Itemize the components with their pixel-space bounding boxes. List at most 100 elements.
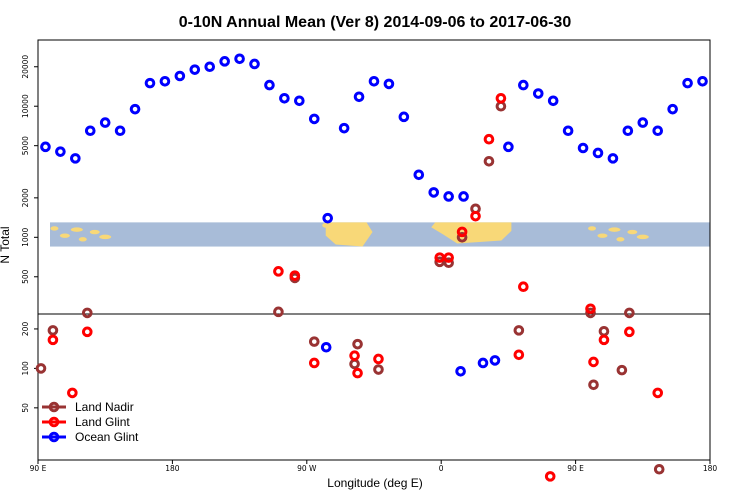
island-land <box>59 233 70 238</box>
x-tick-label: 90 E <box>30 464 47 473</box>
data-point <box>532 88 544 99</box>
africa-land <box>431 222 512 244</box>
data-point <box>653 463 665 475</box>
data-point <box>174 70 186 82</box>
plot-frame <box>37 39 711 461</box>
data-point <box>273 266 284 277</box>
island-land <box>627 229 638 235</box>
legend-label: Ocean Glint <box>75 430 139 444</box>
data-point <box>588 379 599 391</box>
data-point <box>373 353 384 365</box>
data-point <box>40 141 51 153</box>
data-point <box>585 303 596 315</box>
data-point <box>352 338 363 350</box>
island-land <box>70 227 83 232</box>
data-point <box>577 142 589 154</box>
ocean-band <box>50 222 710 247</box>
data-point <box>456 232 468 243</box>
island-land <box>99 234 112 240</box>
data-point <box>352 367 363 379</box>
island-land <box>78 237 87 242</box>
data-point <box>129 103 141 115</box>
y-tick-label: 20000 <box>21 55 30 79</box>
island-land <box>89 229 100 235</box>
data-point <box>67 387 78 399</box>
data-point <box>598 325 610 337</box>
data-point <box>322 212 334 224</box>
data-point <box>398 111 410 123</box>
data-point <box>47 325 59 336</box>
data-point <box>320 341 332 353</box>
data-point <box>368 75 380 87</box>
data-point <box>697 75 708 87</box>
data-point <box>513 325 525 336</box>
data-point <box>518 281 529 292</box>
data-point <box>547 95 559 107</box>
data-point <box>308 113 320 125</box>
data-point <box>114 125 126 137</box>
x-axis-label: Longitude (deg E) <box>327 476 422 490</box>
data-point <box>428 187 440 198</box>
data-point <box>624 307 635 319</box>
data-point <box>55 146 66 157</box>
y-tick-label: 50 <box>21 403 30 413</box>
y-tick-label: 500 <box>21 269 30 284</box>
data-point <box>458 191 469 202</box>
x-tick-label: 180 <box>165 464 180 473</box>
data-point <box>349 350 360 361</box>
data-point <box>47 334 59 346</box>
data-point <box>637 117 649 128</box>
data-point <box>518 79 529 91</box>
x-tick-label: 180 <box>703 464 718 473</box>
data-point <box>443 191 454 202</box>
data-point <box>483 156 495 167</box>
data-point <box>443 257 454 269</box>
data-point <box>513 349 525 361</box>
data-point <box>383 78 395 90</box>
island-land <box>597 233 608 238</box>
data-point <box>622 125 634 137</box>
data-point <box>349 358 360 370</box>
axes: 90 E 180 90 W 0 90 E 180 500 1000 2000 5000 10000 2… <box>21 39 718 473</box>
data-point <box>456 226 468 238</box>
legend-marker <box>48 401 60 413</box>
data-point <box>592 147 604 159</box>
data-point <box>483 133 495 145</box>
equatorial-map-band <box>50 222 710 247</box>
data-point <box>294 95 305 107</box>
data-point <box>273 306 284 318</box>
island-land <box>608 227 621 232</box>
data-point <box>373 364 384 375</box>
series-ocean-glint <box>40 53 708 377</box>
x-tick-label: 90 W <box>297 464 317 473</box>
chart-title: 0-10N Annual Mean (Ver 8) 2014-09-06 to … <box>179 14 572 31</box>
data-point <box>495 92 507 104</box>
data-point <box>470 210 481 222</box>
data-point <box>99 117 111 128</box>
y-tick-label: 10000 <box>21 94 30 118</box>
data-point <box>249 58 260 70</box>
data-points <box>35 53 708 482</box>
legend-marker <box>48 416 60 428</box>
island-land <box>636 234 649 240</box>
data-point <box>624 326 635 338</box>
data-point <box>219 56 230 67</box>
data-point <box>503 141 514 153</box>
x-tick-label: 0 <box>439 464 444 473</box>
island-land <box>616 237 625 242</box>
data-point <box>544 471 556 482</box>
island-land <box>588 226 597 231</box>
data-point <box>598 334 610 346</box>
data-point <box>652 125 664 137</box>
data-point <box>588 356 599 368</box>
south-america-land <box>325 222 373 247</box>
data-point <box>455 366 466 377</box>
data-point <box>279 92 290 104</box>
x-tick-label: 90 E <box>567 464 584 473</box>
y-tick-label: 2000 <box>21 188 30 207</box>
data-point <box>81 307 93 319</box>
data-point <box>264 79 275 91</box>
data-point <box>234 53 245 65</box>
